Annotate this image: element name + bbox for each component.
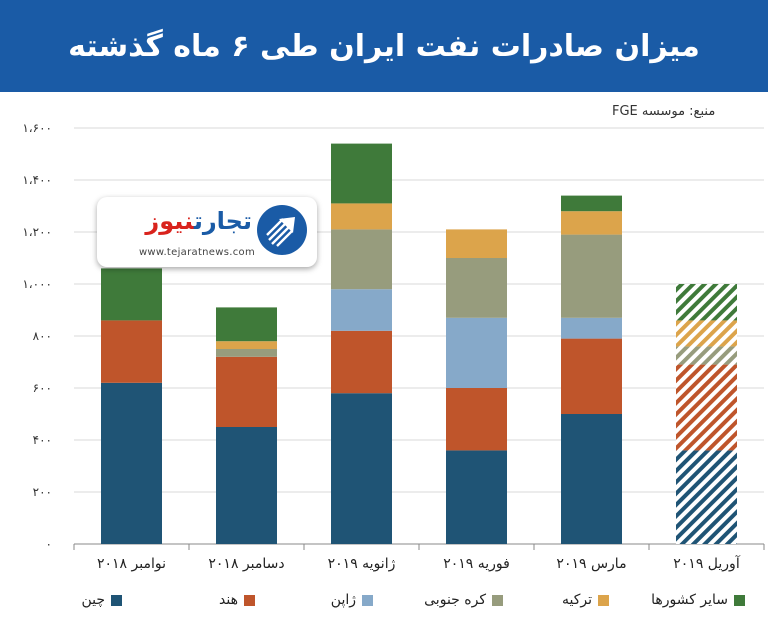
legend-label: ترکیه xyxy=(561,592,592,608)
y-tick-label: ۰ xyxy=(46,537,52,551)
legend-item-others: سایر کشورها xyxy=(651,592,745,608)
bar-japan xyxy=(331,289,392,331)
bar-india xyxy=(216,356,277,427)
y-tick-label: ۴۰۰ xyxy=(33,433,52,447)
x-tick-label: نوامبر ۲۰۱۸ xyxy=(97,556,166,572)
bar-others xyxy=(561,195,622,212)
legend-label: کره جنوبی xyxy=(424,592,486,608)
bar-turkey xyxy=(676,320,737,347)
bar-others xyxy=(216,307,277,342)
bar-korea xyxy=(446,258,507,318)
logo-mark-icon xyxy=(257,205,307,255)
bar-china xyxy=(216,427,277,544)
legend-label: هند xyxy=(219,592,238,608)
legend-swatch xyxy=(244,594,255,606)
bar-china xyxy=(446,450,507,544)
bar-india xyxy=(331,330,392,394)
bar-others xyxy=(676,284,737,321)
logo-wordmark: تجارتنیوز xyxy=(107,207,252,235)
legend-label: ژاپن xyxy=(330,592,356,608)
chart-legend: چین هند ژاپن کره جنوبی ترکیه سایر کشورها xyxy=(81,592,745,612)
bar-others xyxy=(101,268,162,321)
bar-china xyxy=(331,393,392,544)
logo-word-1: تجارت xyxy=(193,207,252,235)
chart-title: میزان صادرات نفت ایران طی ۶ ماه گذشته xyxy=(68,28,700,64)
bar-japan xyxy=(446,317,507,388)
logo-url: www.tejaratnews.com xyxy=(138,247,255,258)
legend-swatch xyxy=(598,594,609,606)
legend-swatch xyxy=(492,594,503,606)
bar-turkey xyxy=(216,341,277,349)
y-tick-label: ۲۰۰ xyxy=(33,485,52,499)
bar-turkey xyxy=(331,203,392,230)
x-tick-label: مارس ۲۰۱۹ xyxy=(556,556,626,572)
legend-label: سایر کشورها xyxy=(651,592,728,608)
bar-china xyxy=(101,382,162,544)
x-tick-label: آوریل ۲۰۱۹ xyxy=(673,555,741,572)
bar-turkey xyxy=(446,229,507,258)
header-banner: میزان صادرات نفت ایران طی ۶ ماه گذشته xyxy=(0,0,768,92)
stacked-bar-chart: ۰ ۲۰۰ ۴۰۰ ۶۰۰ ۸۰۰ ۱،۰۰۰ ۱،۲۰۰ ۱،۴۰۰ ۱،۶۰۰ نوامبر … xyxy=(22,121,765,572)
bar-india xyxy=(101,320,162,383)
y-tick-label: ۱،۴۰۰ xyxy=(22,173,52,187)
legend-swatch xyxy=(734,594,745,606)
logo-word-2: نیوز xyxy=(145,207,194,235)
bar-china xyxy=(561,414,622,544)
y-tick-label: ۶۰۰ xyxy=(33,381,52,395)
legend-label: چین xyxy=(81,592,105,608)
bar-china xyxy=(676,450,737,544)
legend-item-japan: ژاپن xyxy=(331,592,373,608)
bar-korea xyxy=(561,234,622,318)
legend-item-turkey: ترکیه xyxy=(562,592,609,608)
x-tick-label: دسامبر ۲۰۱۸ xyxy=(208,556,284,572)
bar-turkey xyxy=(561,211,622,235)
bar-korea xyxy=(676,346,737,365)
x-tick-label: ژانویه ۲۰۱۹ xyxy=(328,556,396,572)
bar-others xyxy=(331,143,392,204)
y-tick-label: ۱،۰۰۰ xyxy=(22,277,52,291)
legend-item-india: هند xyxy=(219,592,255,608)
bar-india xyxy=(446,388,507,451)
bar-korea xyxy=(216,349,277,357)
y-tick-label: ۱،۶۰۰ xyxy=(22,121,52,135)
source-label: منبع: موسسه FGE xyxy=(612,104,716,119)
y-tick-label: ۸۰۰ xyxy=(33,329,52,343)
bar-japan xyxy=(561,317,622,339)
bar-india xyxy=(561,338,622,414)
bar-india xyxy=(676,364,737,451)
legend-swatch xyxy=(362,594,373,606)
tejaratnews-logo: تجارتنیوز www.tejaratnews.com xyxy=(97,197,317,267)
y-tick-label: ۱،۲۰۰ xyxy=(22,225,52,239)
legend-item-china: چین xyxy=(81,592,122,608)
legend-swatch xyxy=(111,594,122,606)
legend-item-korea: کره جنوبی xyxy=(424,592,503,608)
bar-korea xyxy=(331,229,392,290)
x-tick-label: فوریه ۲۰۱۹ xyxy=(443,556,510,572)
